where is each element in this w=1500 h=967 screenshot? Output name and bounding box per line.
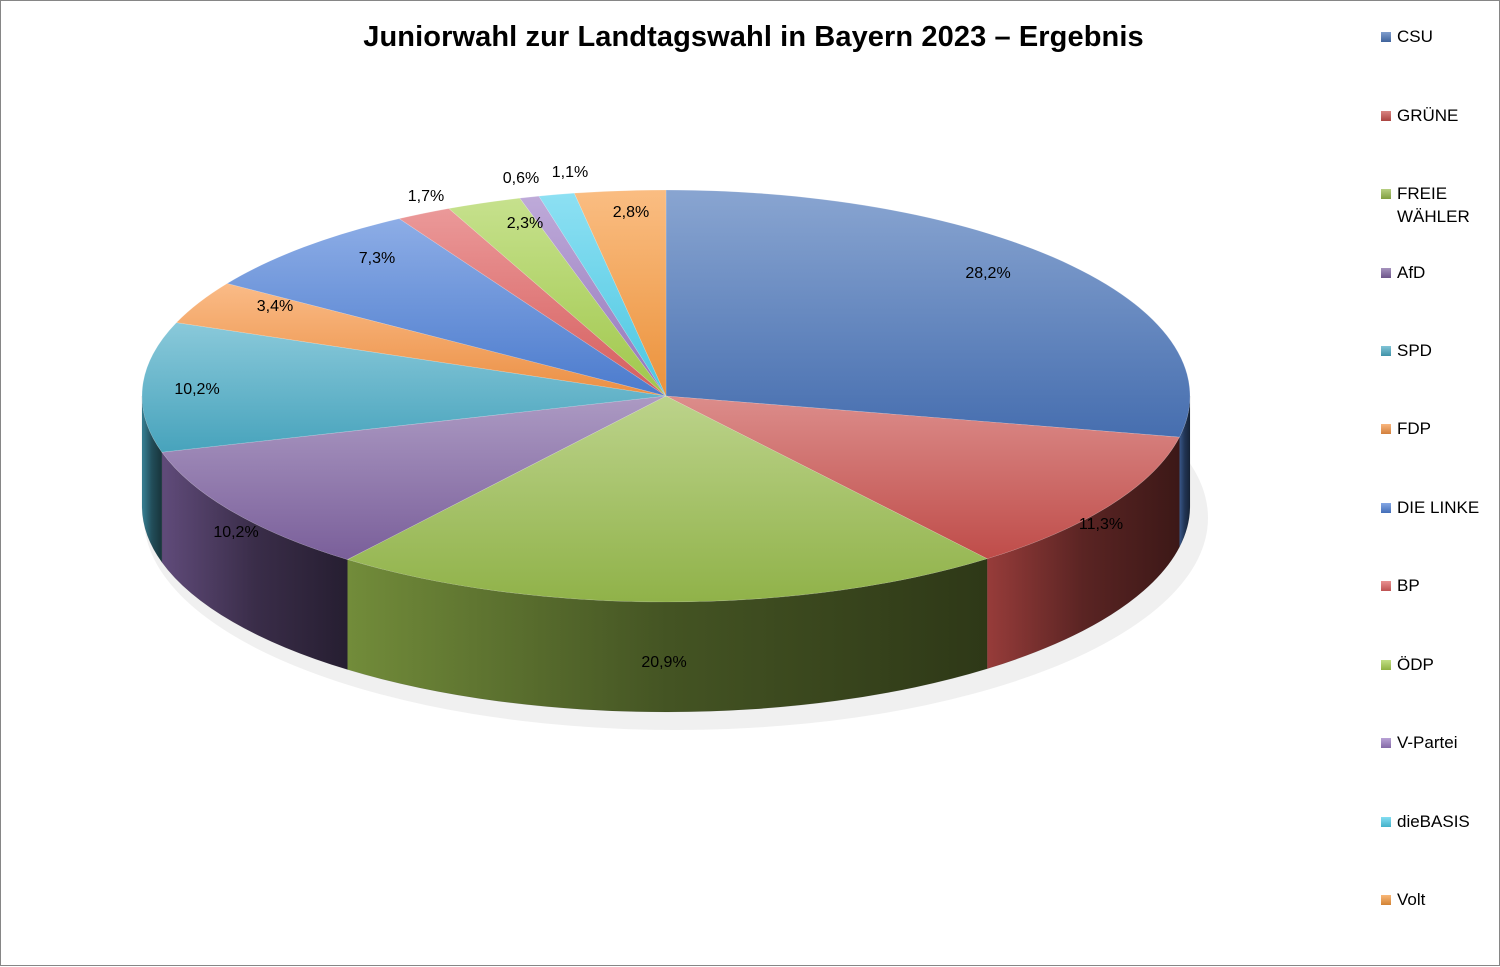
legend-label: ÖDP bbox=[1397, 655, 1434, 674]
pie-slice-freie-wähler bbox=[346, 395, 988, 603]
legend-swatch bbox=[1381, 738, 1391, 748]
pie-slices bbox=[141, 189, 1191, 603]
legend-swatch bbox=[1381, 660, 1391, 670]
legend-label: BP bbox=[1397, 576, 1420, 595]
pie-slice-diebasis bbox=[538, 192, 667, 397]
legend-swatch bbox=[1381, 32, 1391, 42]
legend-label: GRÜNE bbox=[1397, 106, 1459, 125]
data-labels: 28,2% 11,3% 20,9% 10,2% 10,2% 3,4% 7,3% 1,7% 2,3… bbox=[174, 164, 1123, 671]
legend-swatch bbox=[1381, 111, 1391, 121]
data-label-v-partei: 0,6% bbox=[503, 170, 539, 187]
pie-side-walls bbox=[141, 395, 1191, 713]
pie-slice-v-partei bbox=[519, 195, 667, 397]
legend-swatch bbox=[1381, 817, 1391, 827]
data-label-csu: 28,2% bbox=[965, 265, 1010, 282]
pie-slice-csu bbox=[665, 189, 1191, 438]
legend-swatch bbox=[1381, 189, 1391, 199]
data-label-freie-wähler: 20,9% bbox=[641, 654, 686, 671]
pie-slice-ödp bbox=[448, 197, 667, 397]
legend-swatch bbox=[1381, 268, 1391, 278]
data-label-bp: 1,7% bbox=[408, 188, 444, 205]
legend-label: Volt bbox=[1397, 890, 1426, 909]
data-label-afd: 10,2% bbox=[213, 524, 258, 541]
data-label-spd: 10,2% bbox=[174, 381, 219, 398]
legend-swatch bbox=[1381, 895, 1391, 905]
data-label-fdp: 3,4% bbox=[257, 298, 293, 315]
pie-slice-die-linke bbox=[226, 218, 667, 397]
data-label-grüne: 11,3% bbox=[1079, 516, 1123, 533]
legend-label: SPD bbox=[1397, 341, 1432, 360]
data-label-volt: 2,8% bbox=[613, 204, 649, 221]
legend-label: DIE LINKE bbox=[1397, 498, 1480, 517]
pie-slice-volt bbox=[573, 189, 667, 397]
legend-label: dieBASIS bbox=[1397, 812, 1470, 831]
data-label-diebasis: 1,1% bbox=[552, 164, 588, 181]
chart-title: Juniorwahl zur Landtagswahl in Bayern 20… bbox=[363, 21, 1144, 53]
data-label-ödp: 2,3% bbox=[507, 215, 543, 232]
legend-swatch bbox=[1381, 346, 1391, 356]
legend-swatch bbox=[1381, 581, 1391, 591]
legend-label: V-Partei bbox=[1397, 733, 1458, 752]
pie-slice-spd bbox=[141, 322, 667, 453]
legend-label: CSU bbox=[1397, 27, 1433, 46]
legend-label: AfD bbox=[1397, 263, 1426, 282]
legend-swatch bbox=[1381, 503, 1391, 513]
pie-slice-afd bbox=[161, 395, 667, 560]
pie-slice-bp bbox=[398, 208, 667, 397]
legend-swatch bbox=[1381, 424, 1391, 434]
pie-slice-fdp bbox=[175, 283, 667, 397]
data-label-die-linke: 7,3% bbox=[359, 250, 395, 267]
legend-label: FREIE WÄHLER bbox=[1397, 184, 1470, 226]
legend-label: FDP bbox=[1397, 419, 1431, 438]
pie-slice-grüne bbox=[665, 395, 1180, 560]
